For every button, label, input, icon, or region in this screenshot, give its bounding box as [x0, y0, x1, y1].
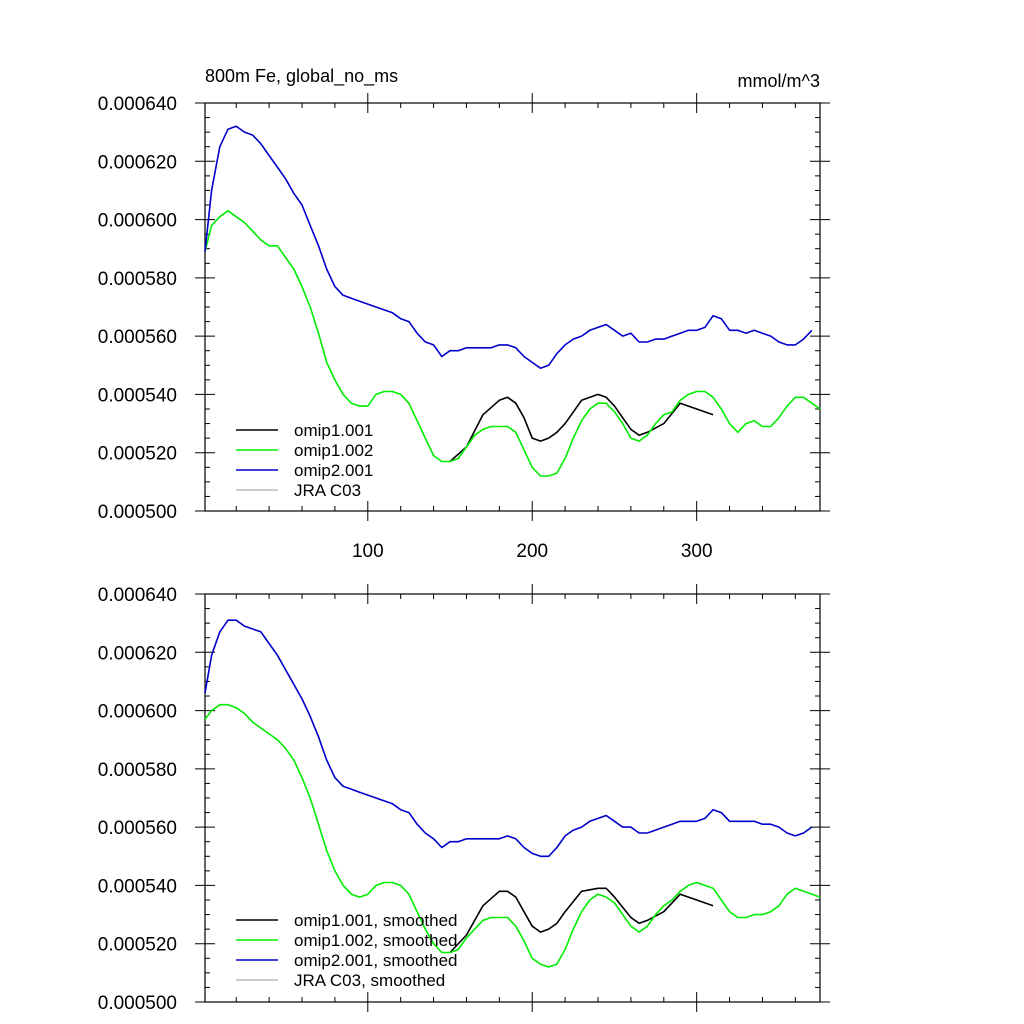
y-tick-label: 0.000600: [98, 702, 177, 723]
panel-top: 800m Fe, global_no_ms mmol/m^3 100 200 300…: [98, 66, 830, 562]
y-tick-label: 0.000580: [98, 760, 177, 781]
y-tick-label: 0.000600: [98, 211, 177, 232]
x-tick-label: 200: [516, 541, 548, 562]
y-tick-label: 0.000500: [98, 502, 177, 523]
legend-label: omip2.001, smoothed: [294, 951, 458, 970]
panel-top-units: mmol/m^3: [738, 71, 820, 91]
y-tick-label: 0.000540: [98, 876, 177, 897]
y-tick-label: 0.000620: [98, 152, 177, 173]
series-line-omip1-001: [449, 393, 714, 463]
y-tick-label: 0.000580: [98, 269, 177, 290]
legend-label: JRA C03, smoothed: [294, 971, 445, 990]
series-line-omip2-001: [204, 125, 813, 370]
series-line-omip1-002: [204, 210, 821, 477]
x-tick-label: 100: [352, 541, 384, 562]
legend-label: omip1.002: [294, 441, 373, 460]
y-tick-label: 0.000520: [98, 935, 177, 956]
panel-bottom-plot: 0.000500 0.000520 0.000540 0.000560 0.000580…: [98, 584, 830, 1014]
panel-top-plot: 100 200 300 0.000500 0.000520 0.000540 0.00056…: [98, 93, 830, 562]
y-tick-label: 0.000500: [98, 993, 177, 1014]
y-tick-label: 0.000640: [98, 585, 177, 606]
y-tick-label: 0.000620: [98, 643, 177, 664]
panel-top-title: 800m Fe, global_no_ms: [205, 66, 398, 87]
y-tick-label: 0.000640: [98, 94, 177, 115]
series-line-omip1-002: [204, 703, 821, 968]
panel-bottom: 0.000500 0.000520 0.000540 0.000560 0.000580…: [98, 584, 830, 1014]
y-tick-label: 0.000540: [98, 385, 177, 406]
legend-label: omip2.001: [294, 461, 373, 480]
x-tick-label: 300: [681, 541, 713, 562]
legend-label: omip1.001: [294, 421, 373, 440]
y-tick-label: 0.000560: [98, 327, 177, 348]
series-line-omip2-001: [204, 619, 813, 858]
legend-label: omip1.002, smoothed: [294, 931, 458, 950]
y-tick-label: 0.000560: [98, 818, 177, 839]
legend-label: omip1.001, smoothed: [294, 911, 458, 930]
y-tick-label: 0.000520: [98, 444, 177, 465]
legend-label: JRA C03: [294, 481, 361, 500]
